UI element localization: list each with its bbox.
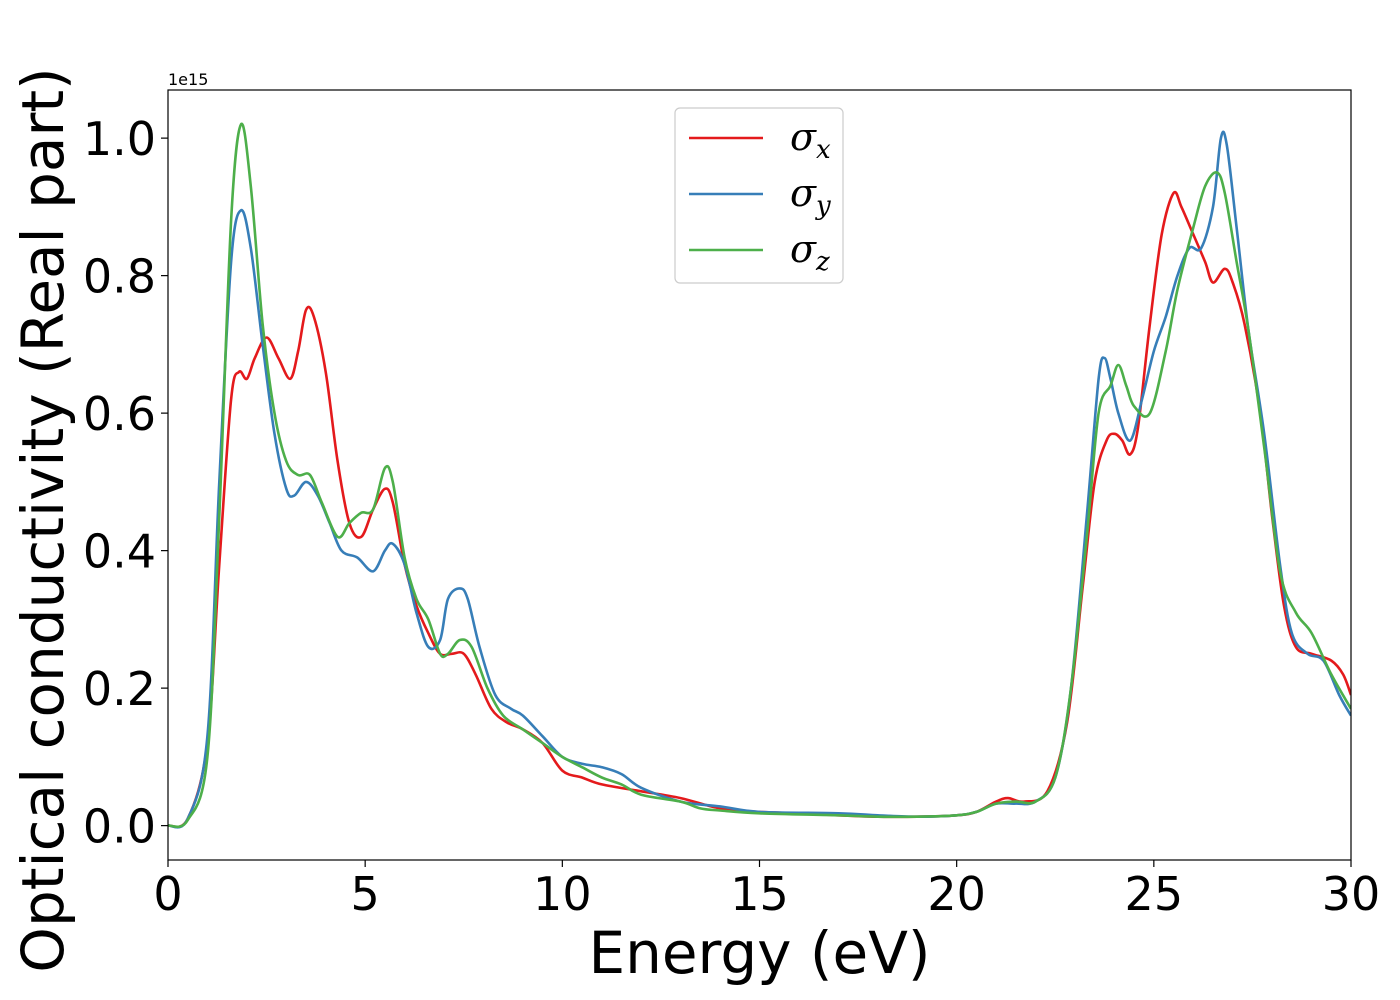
x-tick-label: 10 [533,867,592,921]
series-line-x [168,190,1351,829]
y-tick-label: 0.2 [83,662,156,716]
x-tick-label: 20 [927,867,986,921]
x-tick-label: 30 [1322,867,1381,921]
legend-label-x: σx [790,115,831,165]
x-tick-label: 0 [153,867,182,921]
y-axis-label: Optical conductivity (Real part) [9,67,77,972]
y-offset-label: 1e15 [168,70,208,89]
x-tick-label: 25 [1125,867,1184,921]
x-tick-label: 15 [730,867,789,921]
y-tick-label: 1.0 [83,112,156,166]
y-tick-label: 0.0 [83,800,156,854]
ticks-layer: 0 5 10 15 20 25 30 0.0 0.2 0.4 0.6 0.8 1.0 [83,112,1380,921]
legend-label-z: σz [790,227,830,277]
y-tick-label: 0.4 [83,525,156,579]
legend-label-y: σy [790,171,831,221]
plot-frame [167,89,1352,861]
series-line-z [168,122,1351,829]
x-tick-label: 5 [351,867,380,921]
series-layer [168,122,1351,829]
legend-box [674,107,844,284]
legend: σx σy σz [674,107,844,284]
y-tick-label: 0.8 [83,250,156,304]
x-axis-label: Energy (eV) [588,919,930,987]
y-tick-label: 0.6 [83,387,156,441]
